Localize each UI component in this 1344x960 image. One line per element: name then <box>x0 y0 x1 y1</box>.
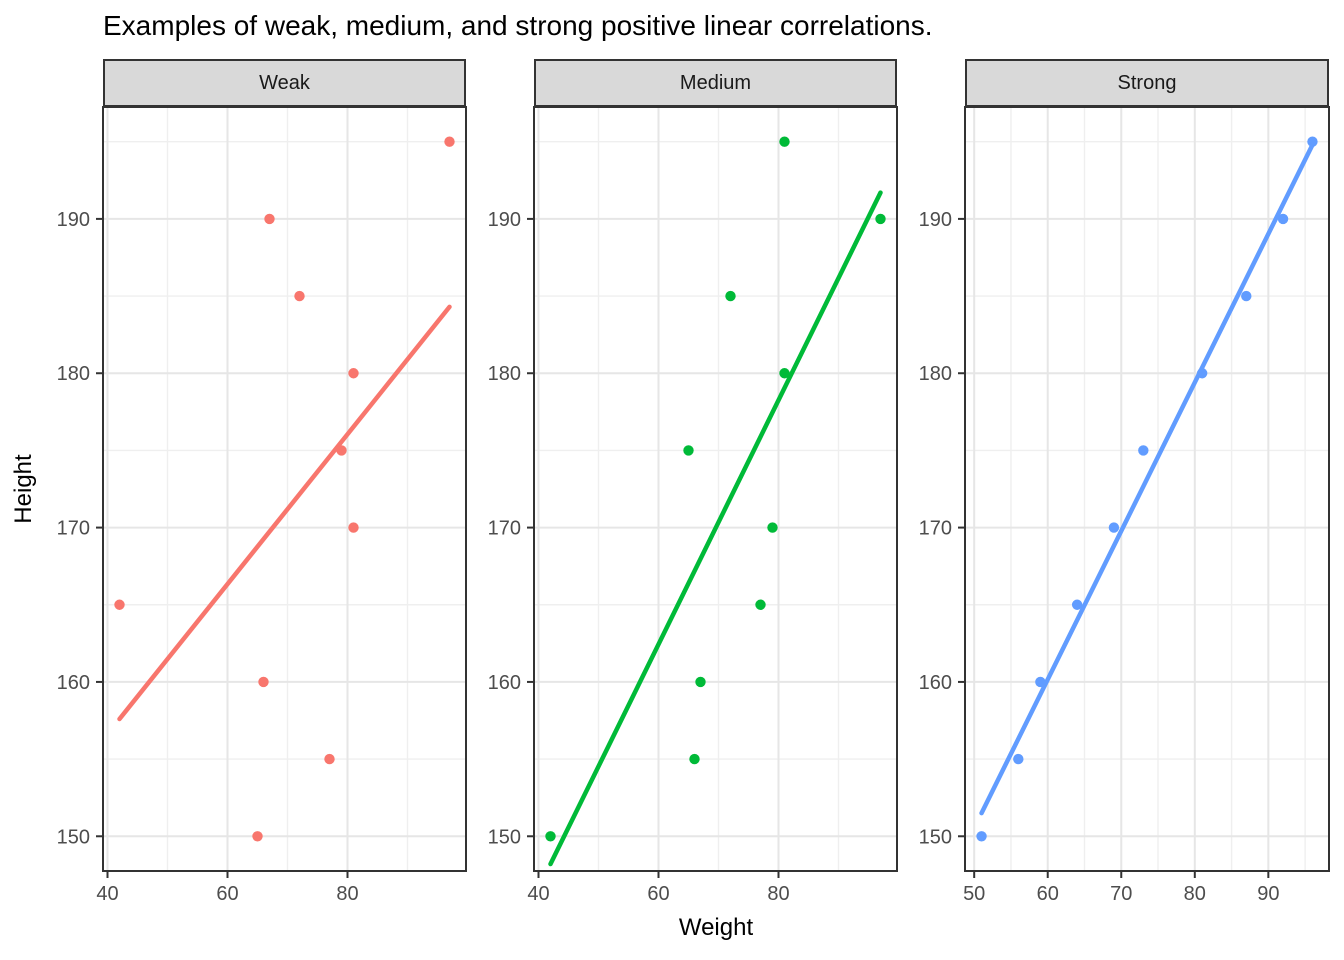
data-point <box>1108 522 1120 533</box>
y-tick-label: 180 <box>919 363 952 385</box>
y-tick-label: 180 <box>57 363 90 385</box>
x-tick-label: 70 <box>1110 883 1132 905</box>
y-tick-label: 190 <box>57 209 90 231</box>
data-point <box>264 213 275 225</box>
data-point <box>252 831 263 842</box>
facet-strip-weak-label: Weak <box>259 71 310 94</box>
data-point <box>294 290 305 302</box>
data-point <box>1013 753 1024 765</box>
x-tick-label: 80 <box>767 883 789 905</box>
data-point <box>324 753 335 765</box>
data-point <box>444 136 455 147</box>
y-tick-label: 150 <box>488 826 521 848</box>
data-point <box>695 676 706 688</box>
facet-strip-weak: Weak <box>103 59 466 107</box>
y-tick-label: 150 <box>57 826 90 848</box>
data-point <box>779 136 790 147</box>
chart-title: Examples of weak, medium, and strong pos… <box>103 10 933 41</box>
data-point <box>114 599 125 610</box>
facet-strip-strong-label: Strong <box>1117 71 1177 94</box>
panel-border <box>533 106 898 872</box>
panel-background <box>534 107 897 871</box>
data-point <box>976 831 987 842</box>
data-point <box>875 213 886 225</box>
y-tick-label: 190 <box>919 209 952 231</box>
data-point <box>1138 445 1149 456</box>
y-tick-label: 190 <box>488 209 521 231</box>
data-point <box>348 522 359 533</box>
x-tick-label: 60 <box>647 883 669 905</box>
panel-border <box>102 106 467 872</box>
x-tick-label: 90 <box>1257 883 1279 905</box>
x-tick-label: 40 <box>96 883 118 905</box>
y-axis-title: Height <box>10 454 37 524</box>
x-tick-label: 60 <box>1037 883 1059 905</box>
x-tick-label: 40 <box>527 883 549 905</box>
data-point <box>1071 599 1083 610</box>
data-point <box>1277 213 1289 225</box>
y-tick-label: 160 <box>919 672 952 694</box>
y-tick-label: 170 <box>919 518 952 540</box>
regression-line <box>979 142 1315 816</box>
panel-border <box>964 106 1330 872</box>
x-tick-label: 80 <box>336 883 358 905</box>
data-point <box>755 599 766 610</box>
data-point <box>258 676 269 688</box>
data-point <box>683 445 694 456</box>
data-point <box>348 368 359 379</box>
x-tick-label: 80 <box>1184 883 1206 905</box>
data-point <box>689 753 700 765</box>
regression-line <box>117 304 452 722</box>
data-point <box>767 522 778 533</box>
facet-strip-strong: Strong <box>965 59 1329 107</box>
y-tick-label: 180 <box>488 363 521 385</box>
facet-strip-medium-label: Medium <box>679 71 752 94</box>
y-tick-label: 150 <box>919 826 952 848</box>
y-tick-label: 170 <box>57 518 90 540</box>
x-axis-title: Weight <box>678 914 754 941</box>
data-point <box>1307 136 1318 147</box>
data-point <box>779 368 790 379</box>
panel-background <box>103 107 466 871</box>
data-point <box>725 290 736 302</box>
x-tick-label: 50 <box>963 883 985 905</box>
data-point <box>1241 290 1252 302</box>
data-point <box>545 831 556 842</box>
y-tick-label: 160 <box>57 672 90 694</box>
y-tick-label: 160 <box>488 672 521 694</box>
y-tick-label: 170 <box>488 518 521 540</box>
x-tick-label: 60 <box>216 883 238 905</box>
regression-line <box>548 190 883 867</box>
